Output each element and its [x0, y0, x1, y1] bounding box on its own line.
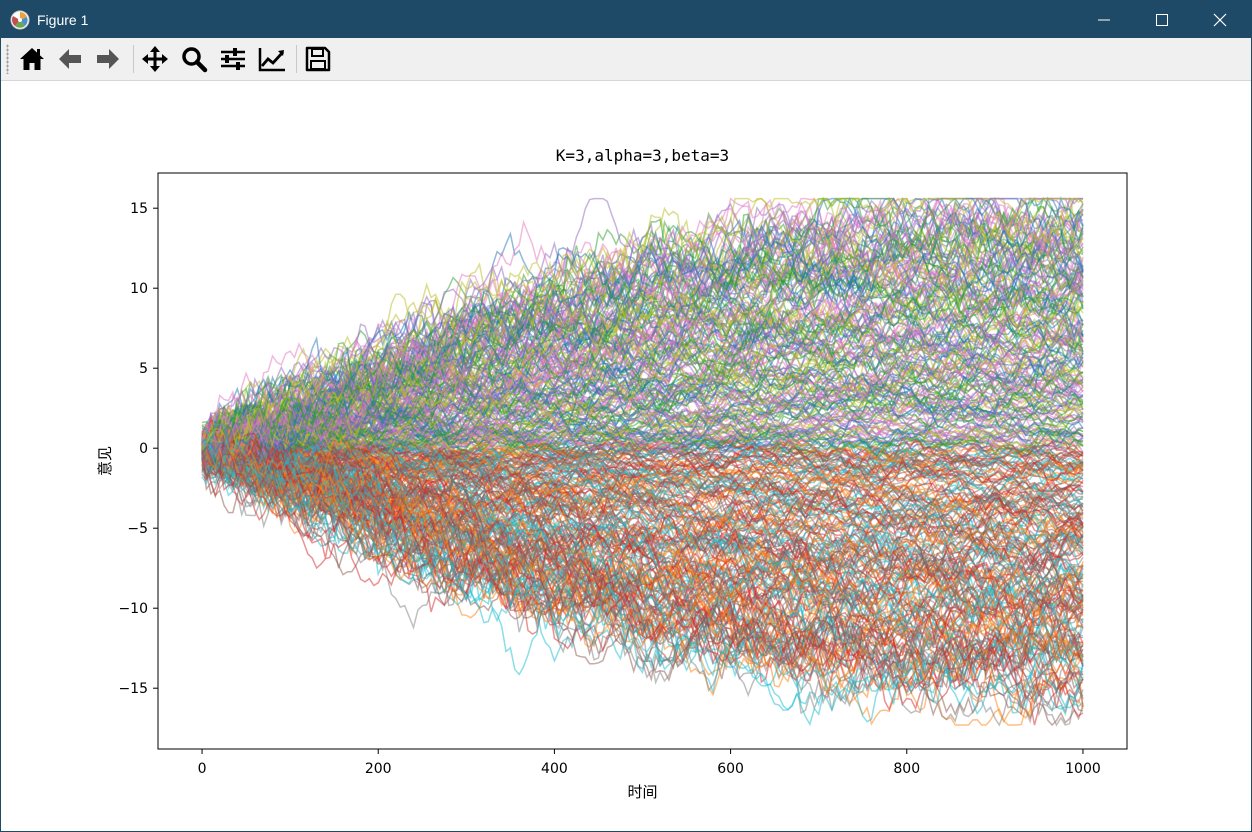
arrow-left-icon — [59, 49, 81, 69]
x-tick-label: 1000 — [1065, 761, 1101, 777]
trajectory-line — [201, 442, 1084, 726]
y-tick-label: −10 — [118, 601, 148, 617]
toolbar-separator — [133, 45, 134, 73]
y-tick-label: −5 — [127, 521, 148, 537]
trajectory-line — [201, 196, 1084, 435]
figure-canvas[interactable]: 0 200 400 600 800 1000 15 10 5 0 −5 −10 −15 K=3,alph… — [1, 81, 1251, 831]
trajectory-lines — [201, 195, 1084, 727]
y-tick-label: 5 — [139, 361, 148, 377]
home-button[interactable] — [15, 43, 49, 75]
toolbar-separator — [296, 45, 297, 73]
minimize-icon — [1098, 19, 1110, 21]
close-button[interactable] — [1191, 1, 1249, 38]
y-tick-label: 15 — [130, 201, 148, 217]
trajectory-line — [201, 454, 1084, 727]
navigation-toolbar — [1, 38, 1251, 81]
sliders-icon — [221, 48, 245, 70]
trajectory-line — [201, 449, 1084, 551]
trajectory-line — [201, 196, 1084, 457]
y-tick-label: −15 — [118, 681, 148, 697]
close-icon — [1213, 13, 1227, 27]
y-tick-label: 10 — [130, 281, 148, 297]
chart-title: K=3,alpha=3,beta=3 — [556, 146, 729, 165]
x-axis-label: 时间 — [627, 783, 657, 801]
trajectory-line — [201, 211, 1084, 454]
trajectory-line — [201, 289, 1084, 456]
trajectory-line — [201, 196, 1084, 478]
trajectory-line — [201, 423, 1084, 727]
axis-ticks: 0 200 400 600 800 1000 15 10 5 0 −5 −10 −15 — [118, 201, 1100, 777]
y-axis-label: 意见 — [96, 446, 114, 476]
x-tick-label: 400 — [541, 761, 568, 777]
floppy-disk-icon — [305, 46, 331, 72]
minimize-button[interactable] — [1075, 1, 1133, 38]
edit-axes-button[interactable] — [254, 43, 288, 75]
title-bar[interactable]: Figure 1 — [1, 1, 1251, 38]
pan-button[interactable] — [138, 43, 172, 75]
trajectory-line — [201, 427, 1084, 571]
y-tick-label: 0 — [139, 441, 148, 457]
x-tick-label: 600 — [717, 761, 744, 777]
trajectory-line — [201, 442, 1084, 699]
trajectory-line — [201, 448, 1084, 717]
trajectory-line — [201, 197, 1083, 440]
configure-subplots-button[interactable] — [216, 43, 250, 75]
window-title: Figure 1 — [37, 12, 89, 28]
zoom-button[interactable] — [177, 43, 211, 75]
toolbar-grip[interactable] — [6, 44, 9, 74]
save-button[interactable] — [301, 43, 335, 75]
back-button[interactable] — [53, 43, 87, 75]
x-tick-label: 200 — [365, 761, 392, 777]
line-chart[interactable]: 0 200 400 600 800 1000 15 10 5 0 −5 −10 −15 K=3,alph… — [1, 81, 1251, 831]
x-tick-label: 0 — [198, 761, 207, 777]
maximize-button[interactable] — [1133, 1, 1191, 38]
home-icon — [20, 48, 44, 70]
matplotlib-logo-icon — [10, 10, 30, 30]
plot-frame — [157, 172, 1128, 750]
x-tick-label: 800 — [893, 761, 920, 777]
maximize-icon — [1156, 14, 1168, 26]
arrow-right-icon — [97, 49, 119, 69]
line-chart-icon — [258, 48, 285, 72]
magnifier-icon — [182, 47, 208, 73]
trajectory-line — [201, 453, 1084, 717]
move-icon — [142, 46, 168, 72]
forward-button[interactable] — [91, 43, 125, 75]
